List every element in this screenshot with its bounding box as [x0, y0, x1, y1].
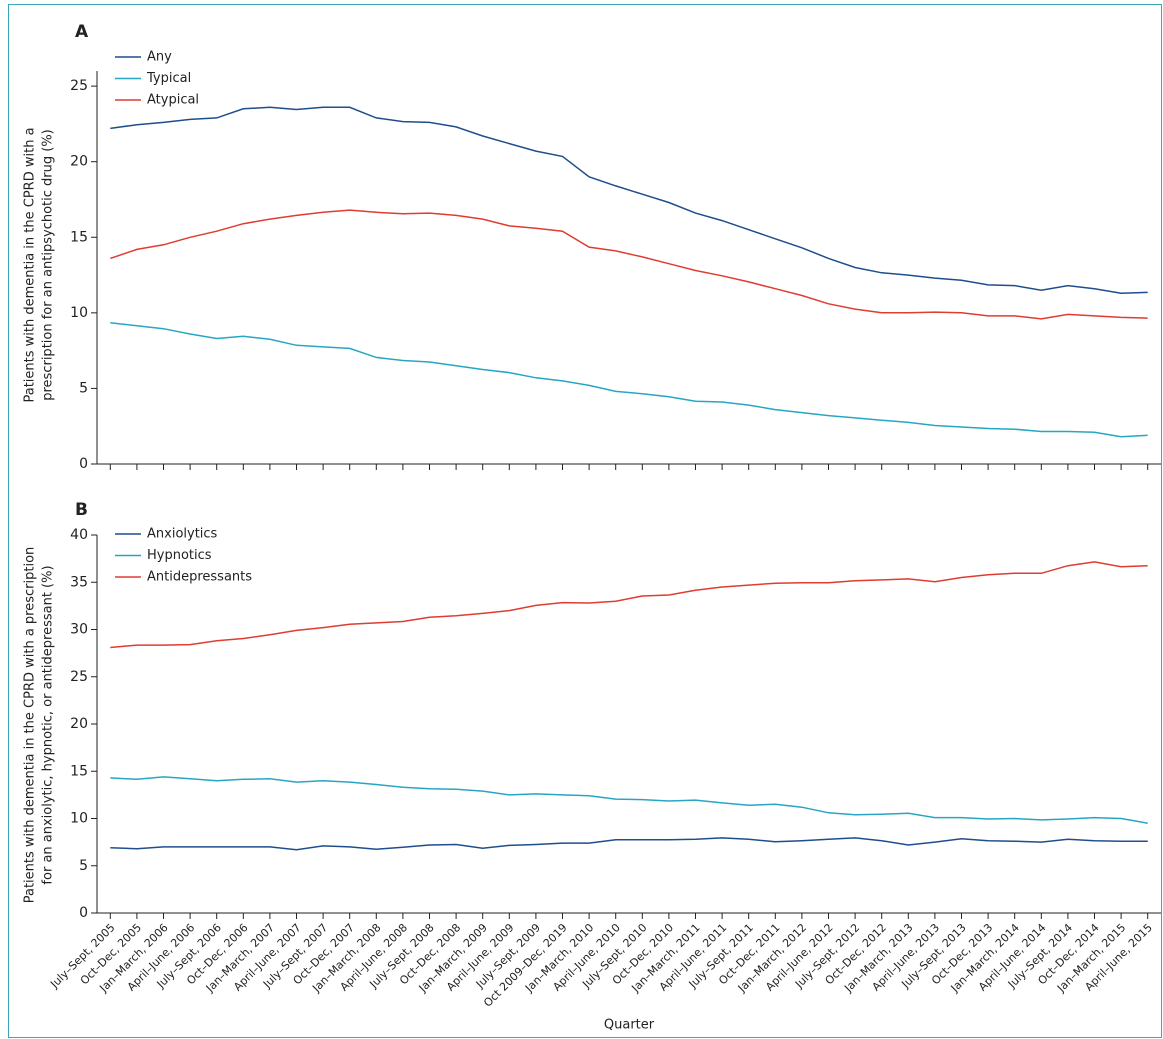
legend-label: Hypnotics [147, 548, 212, 563]
y-tick-label: 0 [79, 905, 88, 921]
x-axis-label: Quarter [604, 1018, 655, 1033]
legend-label: Typical [146, 71, 191, 86]
panel-label: A [75, 22, 89, 42]
y-tick-label: 30 [70, 622, 88, 638]
y-tick-label: 20 [70, 154, 88, 170]
series-line [110, 106, 1148, 294]
y-axis-label: Patients with dementia in the CPRD with … [23, 547, 38, 904]
panel-label: B [75, 500, 88, 520]
y-tick-label: 35 [70, 574, 88, 590]
y-tick-label: 10 [70, 305, 88, 321]
series-line [110, 209, 1148, 320]
y-tick-label: 10 [70, 811, 88, 827]
y-axis-label: for an anxiolytic, hypnotic, or antidepr… [41, 565, 56, 884]
y-tick-label: 40 [70, 527, 88, 543]
y-tick-label: 25 [70, 669, 88, 685]
series-line [110, 321, 1148, 438]
y-axis-label: Patients with dementia in the CPRD with … [23, 127, 38, 402]
y-tick-label: 15 [70, 229, 88, 245]
legend-label: Anxiolytics [147, 527, 218, 542]
legend-label: Atypical [147, 93, 199, 108]
y-tick-label: 15 [70, 763, 88, 779]
series-line [110, 837, 1148, 851]
y-tick-label: 5 [79, 858, 88, 874]
y-axis-label: prescription for an antipsychotic drug (… [41, 129, 56, 401]
legend-label: Antidepressants [147, 570, 252, 585]
frame [8, 4, 1162, 1038]
legend-label: Any [147, 50, 172, 65]
y-tick-label: 5 [79, 380, 88, 396]
y-tick-label: 0 [79, 456, 88, 472]
y-tick-label: 20 [70, 716, 88, 732]
series-line [110, 776, 1148, 824]
series-line [110, 561, 1148, 649]
y-tick-label: 25 [70, 78, 88, 94]
